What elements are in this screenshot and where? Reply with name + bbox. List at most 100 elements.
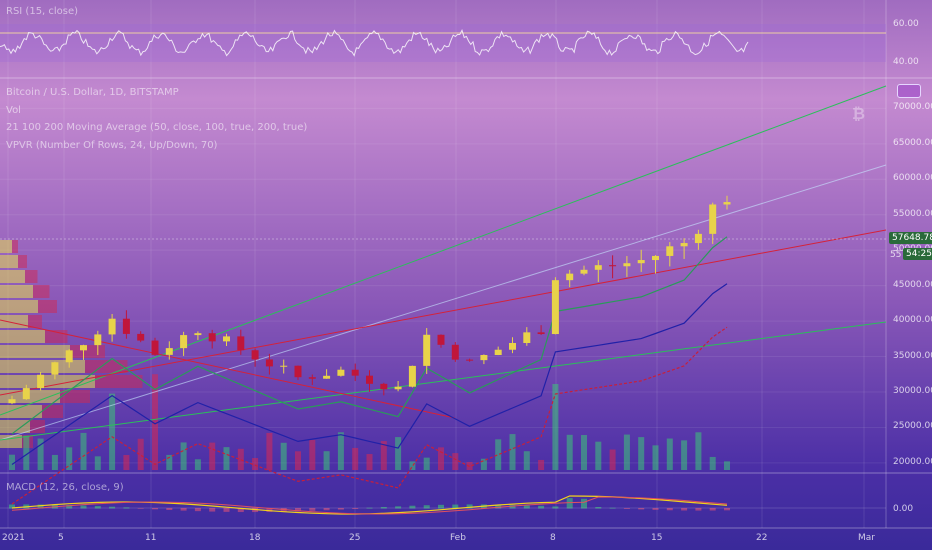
x-tick-label: Mar [858,533,875,543]
candle-body [80,345,87,351]
macd-bar [638,508,645,510]
volume-bar [695,432,702,470]
candle-body [637,260,645,264]
volume-bar [538,459,545,470]
candle-body [94,334,102,346]
vpvr-legend[interactable]: VPVR (Number Of Rows, 24, Up/Down, 70) [6,140,218,151]
ma-100-line [11,283,728,465]
macd-bar [66,505,73,509]
x-tick-label: 11 [145,533,157,543]
ma-legend[interactable]: 21 100 200 Moving Average (50, close, 10… [6,122,308,133]
macd-bar [709,508,716,511]
macd-bar [366,507,373,509]
volume-bar [280,442,287,470]
volume-bar [80,432,87,470]
volume-profile-up [0,240,12,253]
volume-bar [566,434,573,470]
candle-body [394,386,402,390]
macd-bar [452,504,459,509]
price-tick: 30000.00 [893,386,932,396]
volume-profile-up [0,285,33,298]
candle-body [351,369,359,376]
volume-bar [523,451,530,470]
mid-trendline [0,164,887,441]
volume-bar [323,451,330,470]
macd-bar [109,506,116,509]
candle-body [480,355,488,361]
macd-bar [495,504,502,509]
candle-body [580,269,588,274]
red-downtrend [0,319,456,419]
x-tick-label: 5 [58,533,64,543]
candle-body [437,334,445,345]
candlesticks [8,195,731,405]
volume-profile-down [85,360,128,373]
candle-body [709,204,717,234]
symbol-badge[interactable] [897,84,921,98]
macd-bar [94,506,101,509]
volume-legend[interactable]: Vol [6,105,21,116]
volume-profile-up [0,270,25,283]
volume-bar [423,457,430,470]
volume-bar [395,437,402,470]
volume-profile-down [70,345,105,358]
candle-body [494,349,502,356]
candle-body [108,318,116,335]
candle-body [137,333,145,341]
red-trendline [0,229,887,396]
x-tick-label: 15 [651,533,663,543]
volume-profile-up [0,360,85,373]
price-tick: 25000.00 [893,421,932,432]
candle-body [223,336,230,342]
lower-trendline [0,321,887,441]
candle-body [8,399,16,404]
symbol-legend[interactable]: Bitcoin / U.S. Dollar, 1D, BITSTAMP [6,87,179,98]
macd-bar [724,508,730,511]
volume-bar [51,454,58,470]
volume-bar [681,440,688,470]
macd-bar [623,508,630,509]
volume-bar [37,438,44,470]
macd-bar [166,508,173,510]
volume-bar [452,453,459,470]
volume-bar [552,383,559,470]
volume-bar [209,442,216,470]
volume-profile-down [95,375,143,388]
x-tick-label: 22 [756,533,768,543]
candle-body [466,359,474,361]
rsi-tick-40: 40.00 [893,57,919,67]
volume-bar [652,445,659,470]
macd-bar [37,504,44,509]
bitcoin-watermark-icon: ₿ [852,104,866,123]
candle-body [37,374,45,389]
volume-bar [194,459,201,470]
volume-profile-down [28,315,42,328]
volume-bar [137,438,144,470]
macd-bar [209,508,216,512]
volume-bar [509,434,516,470]
volume-profile-up [0,420,30,433]
volume-profile-up [0,405,42,418]
volume-profile-down [12,240,18,253]
candle-body [151,340,159,355]
rsi-legend[interactable]: RSI (15, close) [6,6,79,17]
macd-bar [295,508,301,512]
candle-body [265,359,273,367]
candle-body [308,377,316,379]
macd-bar [237,508,244,513]
candle-body [194,333,202,336]
volume-profile-down [33,285,50,298]
candle-body [366,375,373,384]
volume-profile-up [0,255,18,268]
volume-profile-up [0,300,38,313]
candle-body [165,348,173,355]
volume-bar [337,432,344,470]
macd-legend[interactable]: MACD (12, 26, close, 9) [6,482,124,493]
x-tick-label: 8 [550,533,556,543]
macd-bar [223,508,230,512]
volume-bar [595,441,602,470]
price-tick: 20000.00 [893,456,932,467]
candle-body [280,365,288,367]
volume-bar [9,454,15,470]
